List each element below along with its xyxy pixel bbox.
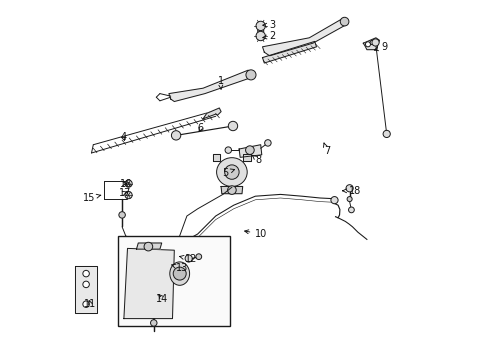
Polygon shape [221,186,242,194]
Polygon shape [243,154,250,161]
Polygon shape [363,38,379,50]
Text: 3: 3 [262,20,275,30]
Circle shape [125,192,132,199]
Text: 7: 7 [323,143,329,156]
Text: 17: 17 [118,188,131,198]
Circle shape [185,255,192,262]
Text: 4: 4 [120,132,126,142]
Circle shape [245,146,254,154]
Text: 15: 15 [82,193,101,203]
Circle shape [224,165,239,179]
Text: 5: 5 [222,168,234,178]
Circle shape [150,320,157,326]
Circle shape [371,39,378,46]
Bar [118,236,230,326]
Circle shape [348,207,354,213]
Circle shape [346,185,352,192]
Polygon shape [262,18,346,56]
Polygon shape [203,108,221,119]
Circle shape [196,254,201,260]
Circle shape [227,186,236,194]
Circle shape [119,212,125,218]
Polygon shape [168,70,253,102]
Text: 11: 11 [84,299,96,309]
Circle shape [382,130,389,138]
Text: 10: 10 [244,229,267,239]
Text: 8: 8 [252,155,261,165]
Circle shape [264,140,270,146]
Circle shape [365,42,370,47]
Circle shape [173,267,186,280]
Circle shape [346,197,351,202]
Text: 2: 2 [262,31,275,41]
Text: 1: 1 [217,76,223,89]
Ellipse shape [169,262,189,285]
Polygon shape [123,248,174,319]
Polygon shape [213,154,220,161]
Text: 16: 16 [120,179,132,189]
Circle shape [330,197,337,204]
Circle shape [224,147,231,153]
Circle shape [245,70,256,80]
Circle shape [125,180,132,187]
Circle shape [144,242,152,251]
Circle shape [82,270,89,277]
Circle shape [256,31,265,41]
Polygon shape [136,243,162,249]
Polygon shape [262,41,316,63]
Text: 9: 9 [374,42,386,52]
Polygon shape [239,145,261,157]
Circle shape [340,17,348,26]
Text: 14: 14 [156,294,168,304]
Circle shape [171,131,181,140]
Ellipse shape [216,158,247,186]
Circle shape [82,281,89,288]
Text: 6: 6 [197,123,203,133]
Circle shape [256,21,265,31]
Text: 13: 13 [171,263,188,273]
Polygon shape [75,266,97,313]
Circle shape [228,121,237,131]
Circle shape [369,40,374,45]
Text: 12: 12 [179,254,197,264]
Text: 18: 18 [342,186,361,196]
Circle shape [82,301,89,307]
